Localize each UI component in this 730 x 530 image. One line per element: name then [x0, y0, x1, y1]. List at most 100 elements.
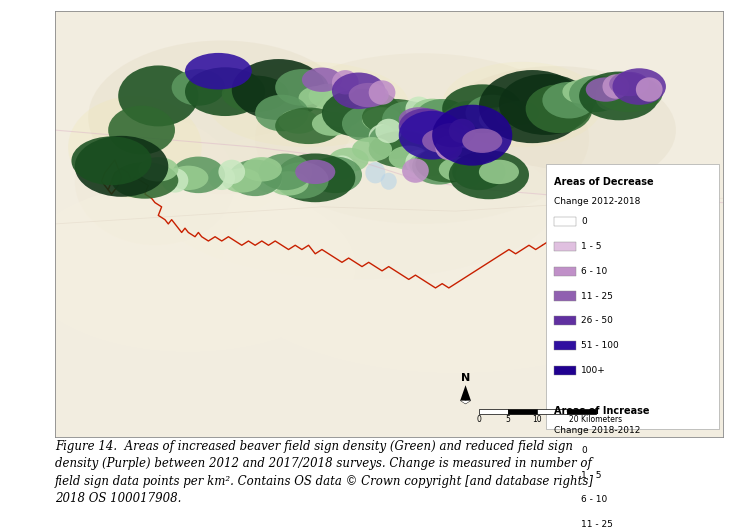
Text: 0: 0 [581, 217, 587, 226]
Ellipse shape [449, 151, 529, 199]
Ellipse shape [562, 80, 602, 104]
Bar [554, 341, 576, 350]
Ellipse shape [332, 70, 358, 94]
Ellipse shape [381, 173, 396, 190]
Ellipse shape [185, 67, 265, 116]
Bar [554, 217, 576, 226]
Ellipse shape [452, 154, 506, 190]
Ellipse shape [636, 77, 663, 102]
Ellipse shape [279, 109, 318, 134]
Ellipse shape [72, 136, 152, 185]
Ellipse shape [466, 95, 519, 131]
Ellipse shape [169, 166, 208, 190]
Polygon shape [460, 401, 471, 404]
Ellipse shape [449, 119, 475, 143]
Ellipse shape [112, 162, 178, 199]
Ellipse shape [185, 53, 252, 90]
Bar [479, 409, 508, 414]
Ellipse shape [579, 72, 659, 120]
Ellipse shape [369, 81, 396, 105]
Text: Change 2018-2012: Change 2018-2012 [554, 426, 640, 435]
Text: 5: 5 [506, 415, 510, 424]
Ellipse shape [369, 124, 396, 148]
Ellipse shape [349, 83, 389, 107]
Ellipse shape [309, 156, 362, 193]
Ellipse shape [585, 77, 626, 102]
Ellipse shape [295, 160, 335, 184]
Ellipse shape [526, 84, 593, 133]
Ellipse shape [309, 84, 349, 108]
Ellipse shape [138, 157, 178, 181]
Bar [554, 316, 576, 325]
Ellipse shape [442, 84, 523, 133]
Ellipse shape [222, 75, 288, 112]
Bar [554, 292, 576, 301]
Ellipse shape [405, 96, 432, 121]
Ellipse shape [88, 40, 356, 194]
Ellipse shape [439, 157, 479, 181]
Ellipse shape [399, 111, 466, 160]
Ellipse shape [612, 68, 666, 105]
Text: 20 Kilometers: 20 Kilometers [569, 415, 623, 424]
Ellipse shape [499, 74, 593, 135]
Ellipse shape [602, 74, 629, 99]
Text: 11 - 25: 11 - 25 [581, 520, 613, 529]
Bar [554, 495, 576, 505]
Ellipse shape [118, 65, 199, 127]
Ellipse shape [415, 146, 483, 182]
Ellipse shape [342, 105, 396, 142]
Ellipse shape [402, 158, 429, 183]
Ellipse shape [479, 107, 519, 131]
Ellipse shape [222, 160, 689, 373]
Ellipse shape [432, 123, 472, 147]
Text: 6 - 10: 6 - 10 [581, 267, 607, 276]
Ellipse shape [222, 168, 262, 192]
Text: N: N [461, 373, 470, 383]
Ellipse shape [74, 136, 169, 197]
Ellipse shape [255, 95, 309, 131]
Ellipse shape [258, 154, 312, 190]
Ellipse shape [596, 86, 623, 110]
Ellipse shape [569, 75, 623, 112]
Ellipse shape [596, 75, 663, 112]
Ellipse shape [399, 107, 439, 131]
Bar [537, 409, 566, 414]
Ellipse shape [275, 69, 328, 105]
Ellipse shape [312, 111, 352, 136]
Ellipse shape [172, 156, 225, 193]
Polygon shape [460, 385, 471, 401]
Bar [554, 446, 576, 455]
Text: 100+: 100+ [581, 366, 606, 375]
Bar [554, 471, 576, 480]
Bar [508, 409, 537, 414]
Text: 0: 0 [477, 415, 481, 424]
Ellipse shape [479, 160, 519, 184]
Ellipse shape [542, 82, 596, 119]
Ellipse shape [442, 62, 602, 147]
Text: 6 - 10: 6 - 10 [581, 496, 607, 505]
Ellipse shape [242, 157, 282, 181]
Ellipse shape [322, 103, 362, 127]
Ellipse shape [389, 146, 429, 170]
Text: 1 - 5: 1 - 5 [581, 471, 602, 480]
Ellipse shape [218, 160, 245, 184]
Ellipse shape [456, 163, 483, 187]
Ellipse shape [382, 101, 436, 138]
Ellipse shape [399, 108, 452, 145]
Text: Areas of Increase: Areas of Increase [554, 405, 649, 416]
Text: 26 - 50: 26 - 50 [581, 316, 613, 325]
Ellipse shape [228, 160, 282, 196]
Ellipse shape [432, 105, 512, 166]
Ellipse shape [609, 72, 649, 96]
Ellipse shape [496, 103, 523, 127]
Text: 1 - 5: 1 - 5 [581, 242, 602, 251]
Ellipse shape [365, 162, 385, 183]
Ellipse shape [155, 126, 556, 279]
Ellipse shape [332, 73, 385, 109]
Ellipse shape [302, 67, 342, 92]
Text: 10: 10 [532, 415, 542, 424]
Ellipse shape [275, 162, 328, 199]
Bar [554, 366, 576, 375]
Text: 51 - 100: 51 - 100 [581, 341, 619, 350]
Ellipse shape [479, 70, 585, 143]
